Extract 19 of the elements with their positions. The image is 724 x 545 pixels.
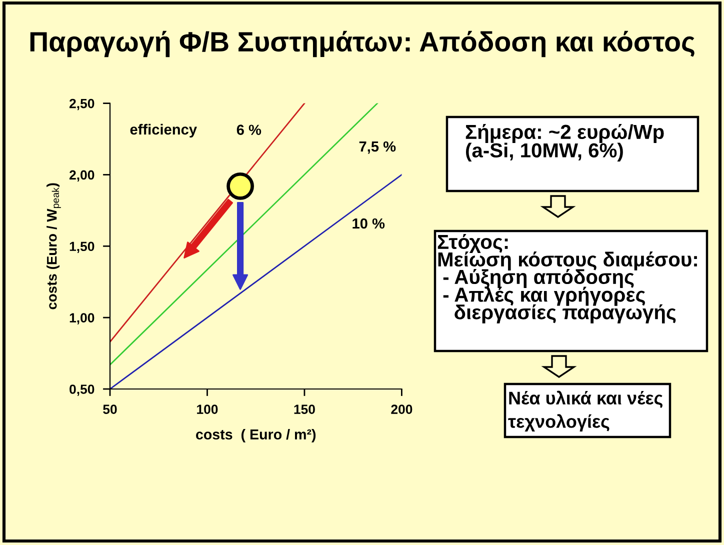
text: Νέα υλικά και νέες τεχνολογίες xyxy=(508,390,662,432)
x-tick-label: 200 xyxy=(391,404,412,414)
series-label: 6 % xyxy=(236,124,262,135)
x-tick-label: 150 xyxy=(294,404,315,414)
x-tick-label: 50 xyxy=(103,404,117,414)
y-tick-label: 1,00 xyxy=(70,313,94,324)
y-tick-label: 0,50 xyxy=(70,384,94,396)
y-tick-label: 1,50 xyxy=(70,242,94,253)
y-axis-title: costs (Euro / W$_{peak}$) xyxy=(46,183,61,310)
series-label: 10 % xyxy=(352,218,385,229)
text: Σήμερα: ~2 ευρώ/Wp (a-Si, 10MW, 6%) xyxy=(466,124,664,162)
chart-title: Παραγωγή Φ/Β Συστημάτων: Απόδοση και κόστος xyxy=(30,30,694,58)
series-label: 7,5 % xyxy=(359,141,396,154)
x-axis-title: costs ( Euro / m²) xyxy=(196,429,316,442)
x-tick-label: 100 xyxy=(197,404,218,414)
annotation: efficiency xyxy=(130,124,197,138)
text: Στόχος: Μείωση κόστους διαμέσου: - Αύξηση απόδοσης - Απλές και γρήγορες διεργασίες παραγωγής xyxy=(438,234,697,324)
y-tick-label: 2,50 xyxy=(70,98,94,110)
y-tick-label: 2,00 xyxy=(70,170,94,182)
